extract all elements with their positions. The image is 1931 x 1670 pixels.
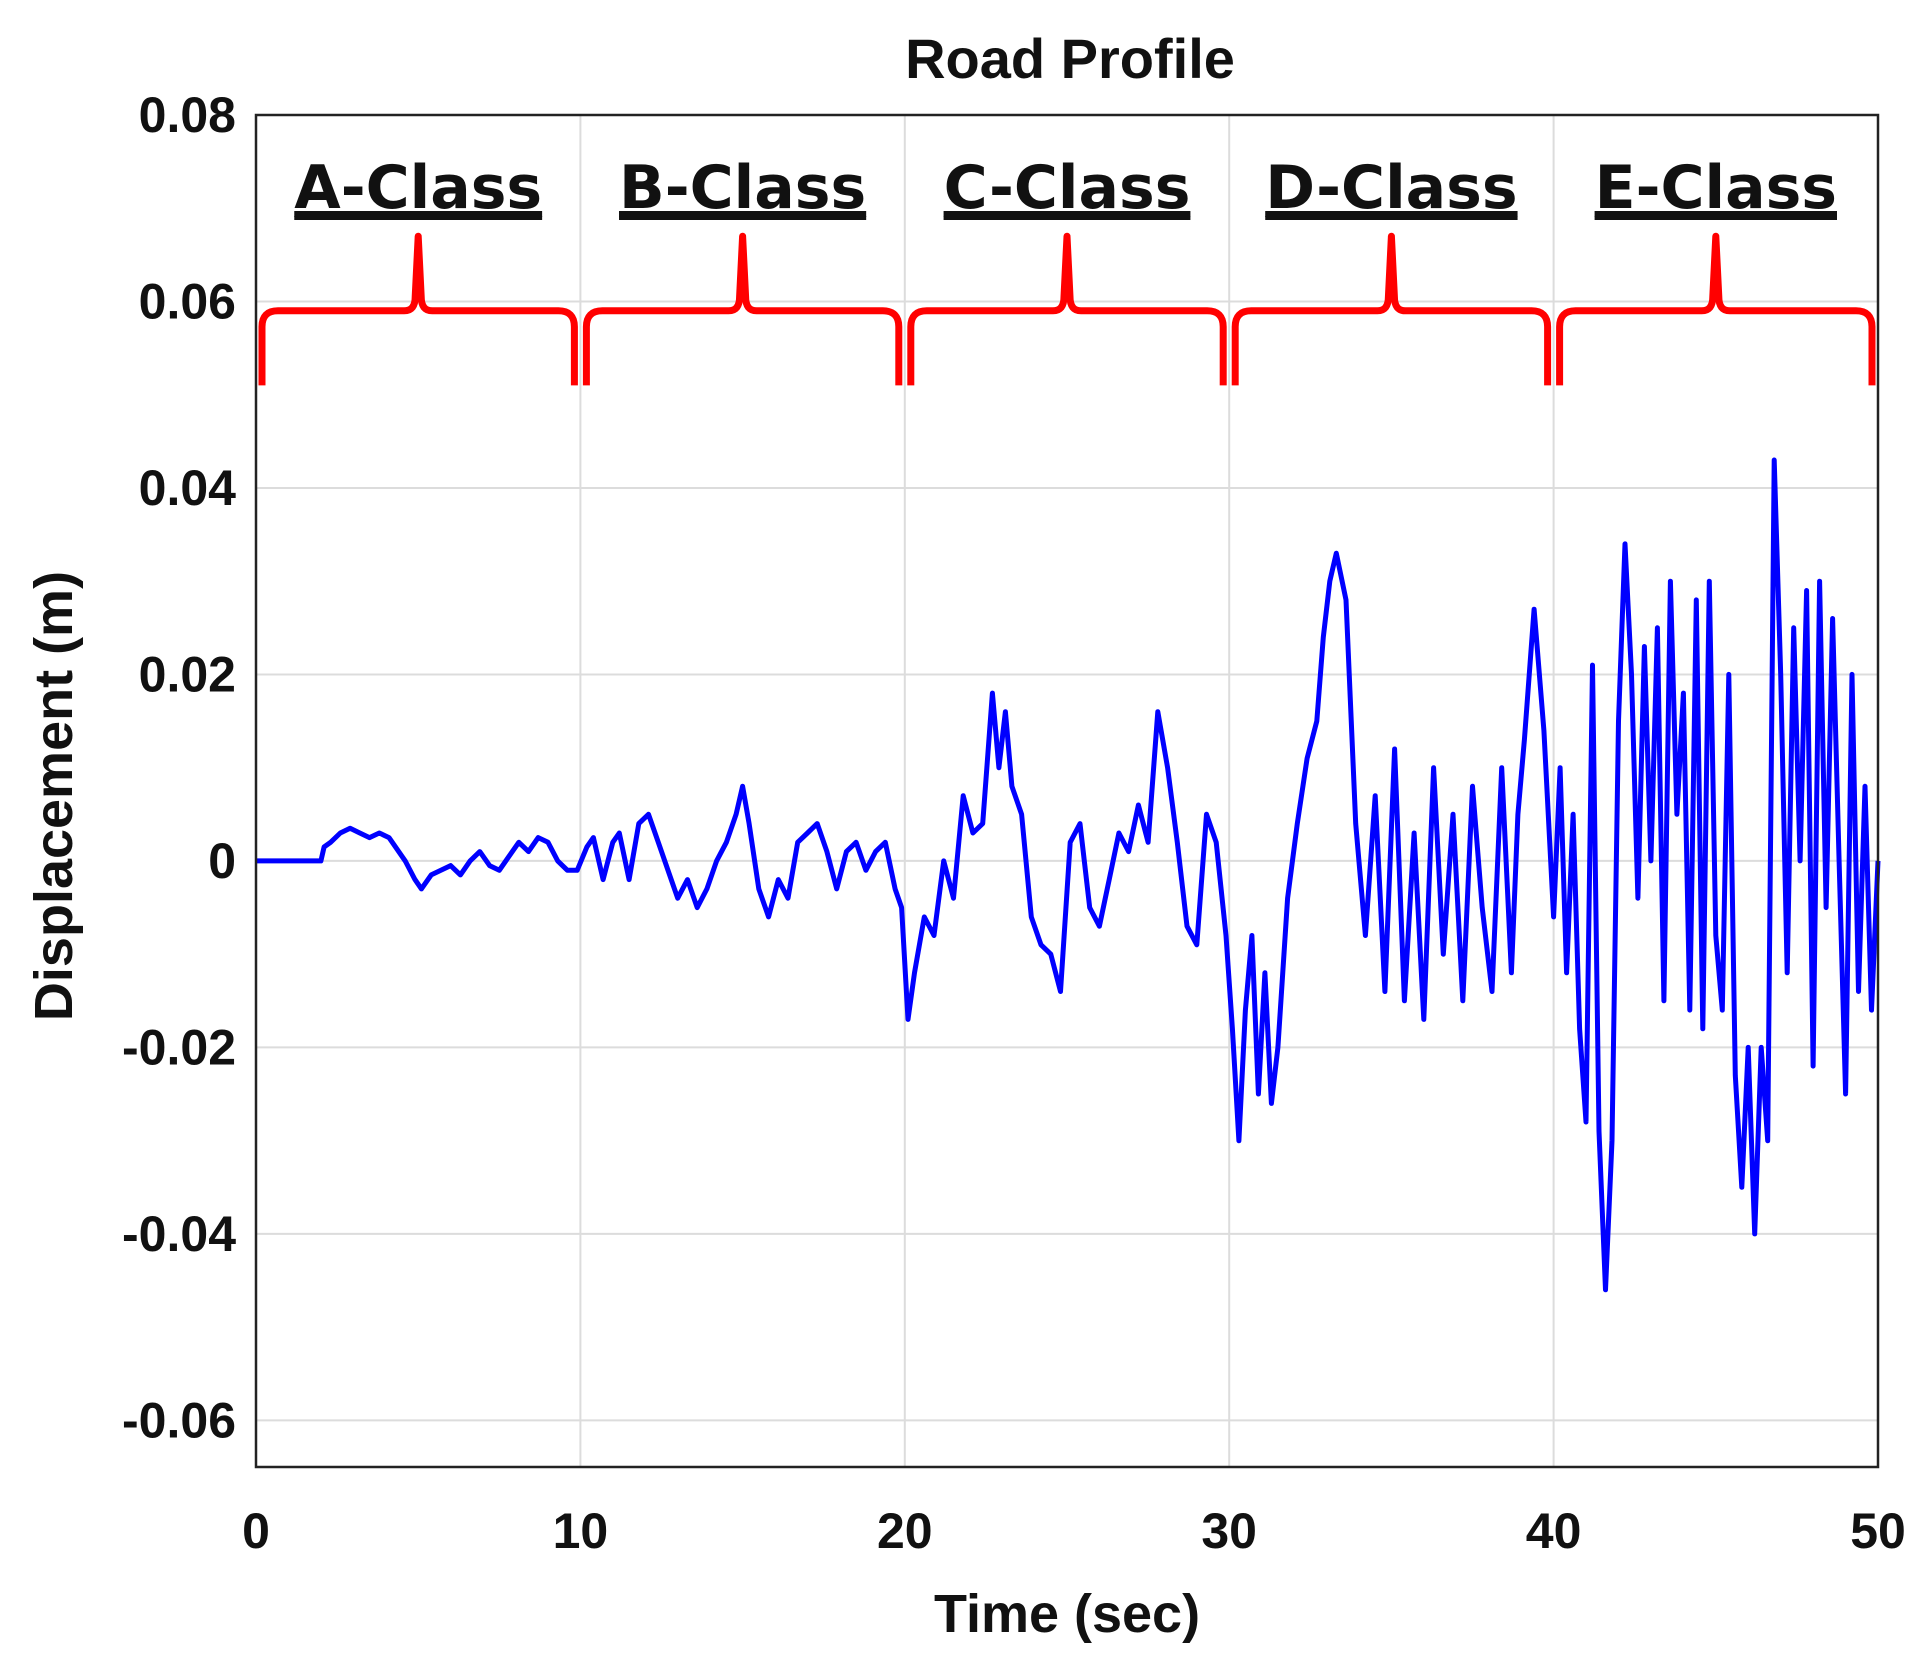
displacement-series-line xyxy=(256,457,1881,1293)
x-tick-label: 50 xyxy=(1850,1503,1906,1559)
x-tick-label: 20 xyxy=(877,1503,933,1559)
x-tick-label: 0 xyxy=(242,1503,270,1559)
y-tick-label: 0.06 xyxy=(139,273,236,329)
class-bracket xyxy=(907,232,1227,386)
x-tick-label: 30 xyxy=(1201,1503,1257,1559)
x-tick-labels: 0 10 20 30 40 50 xyxy=(242,1503,1906,1559)
class-label: D-Class xyxy=(1265,153,1517,223)
y-tick-label: -0.06 xyxy=(122,1392,236,1448)
y-tick-label: -0.02 xyxy=(122,1019,236,1075)
class-label: E-Class xyxy=(1595,153,1837,223)
class-bracket xyxy=(1231,232,1552,386)
class-bracket xyxy=(258,232,578,386)
class-brackets xyxy=(258,232,1876,386)
series-line-layer xyxy=(256,457,1881,1293)
y-tick-labels: -0.06 -0.04 -0.02 0 0.02 0.04 0.06 0.08 xyxy=(122,87,236,1448)
class-label: C-Class xyxy=(944,153,1191,223)
class-labels: A-Class B-Class C-Class D-Class E-Class xyxy=(294,153,1838,223)
y-tick-label: 0 xyxy=(208,833,236,889)
y-tick-label: 0.04 xyxy=(139,460,237,516)
y-tick-label: 0.08 xyxy=(139,87,236,143)
y-axis-label: Displacement (m) xyxy=(24,571,84,1021)
class-bracket xyxy=(1556,232,1876,386)
class-bracket xyxy=(582,232,903,386)
x-tick-label: 10 xyxy=(553,1503,609,1559)
y-tick-label: 0.02 xyxy=(139,646,236,702)
chart-title: Road Profile xyxy=(905,27,1235,90)
class-label: B-Class xyxy=(619,153,866,223)
x-axis-label: Time (sec) xyxy=(934,1584,1200,1644)
x-tick-label: 40 xyxy=(1526,1503,1582,1559)
plot-frame xyxy=(254,113,1880,1469)
y-tick-label: -0.04 xyxy=(122,1206,236,1262)
class-label: A-Class xyxy=(294,153,542,223)
